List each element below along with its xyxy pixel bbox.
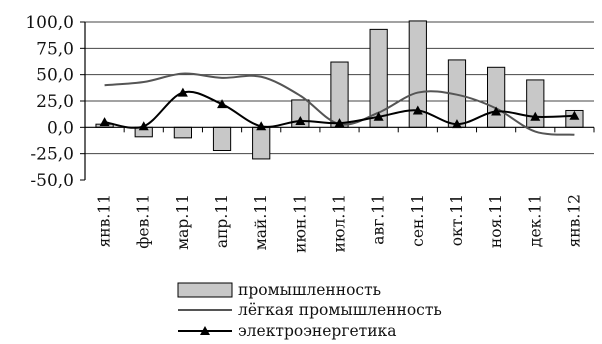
legend-swatch-bar (177, 282, 233, 298)
x-tick-label: июл.11 (331, 194, 349, 252)
y-tick-label: 25,0 (36, 92, 74, 112)
line-marker (99, 117, 110, 127)
bar (487, 66, 506, 128)
line-marker (412, 105, 423, 115)
line-marker (295, 116, 306, 126)
line-series (99, 72, 580, 136)
line-marker (256, 121, 267, 131)
legend: промышленность лёгкая промышленность элект… (177, 281, 442, 340)
x-tick-label: май.11 (252, 194, 270, 250)
x-tick-label: сен.11 (409, 194, 427, 247)
y-tick-label: -50,0 (30, 171, 74, 191)
bar (212, 126, 232, 152)
line-marker (451, 119, 462, 129)
line-marker (334, 118, 345, 128)
line-marker (217, 99, 228, 109)
line-marker (530, 111, 541, 121)
line-marker (569, 110, 580, 120)
y-tick-label: 50,0 (36, 66, 74, 86)
x-tick-label: окт.11 (448, 194, 466, 246)
x-tick-label: дек.11 (526, 194, 544, 247)
x-tick-label: янв.12 (565, 194, 583, 248)
y-axis-labels: 100,0 75,0 50,0 25,0 0,0 -25,0 -50,0 (25, 13, 74, 191)
legend-label: лёгкая промышленность (238, 301, 442, 319)
line-marker (138, 121, 149, 131)
bar (173, 126, 192, 139)
bar (330, 61, 349, 128)
line-marker (373, 111, 384, 121)
legend-label: электроэнергетика (238, 322, 396, 340)
line-marker (491, 106, 502, 116)
y-tick-label: -25,0 (30, 145, 74, 165)
line-marker (177, 87, 188, 97)
x-axis-labels: янв.11 фев.11 мар.11 апр.11 май.11 июн.11 июл.… (96, 194, 584, 253)
x-tick-label: фев.11 (135, 194, 153, 249)
x-tick-label: ноя.11 (487, 194, 505, 248)
x-tick-label: авг.11 (370, 194, 388, 245)
y-tick-label: 0,0 (47, 118, 74, 138)
x-tick-label: янв.11 (96, 194, 114, 248)
x-tick-label: апр.11 (213, 194, 231, 248)
axes (80, 21, 595, 181)
x-tick-label: июн.11 (291, 194, 309, 253)
y-tick-label: 75,0 (36, 39, 74, 59)
bar-series (95, 20, 584, 160)
legend-marker (200, 326, 210, 335)
y-tick-label: 100,0 (25, 13, 74, 33)
legend-label: промышленность (238, 281, 381, 299)
x-tick-label: мар.11 (174, 194, 192, 250)
bar (252, 126, 271, 160)
